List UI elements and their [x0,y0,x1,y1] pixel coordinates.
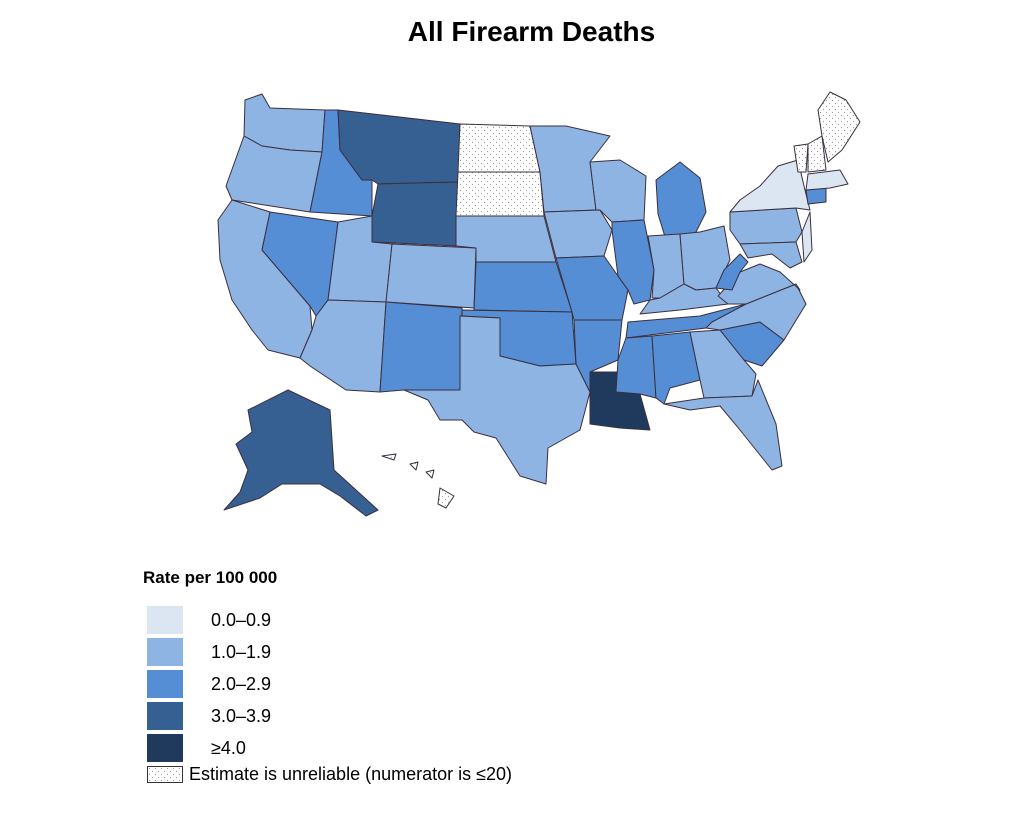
legend-item: 3.0–3.9 [143,700,512,732]
state-ct [805,187,827,205]
legend-item: ≥4.0 [143,732,512,764]
legend-swatch [147,734,183,762]
legend-item: 1.0–1.9 [143,636,512,668]
legend-label: 3.0–3.9 [211,705,272,726]
legend-label: 2.0–2.9 [211,673,272,694]
legend-label-unreliable: Estimate is unreliable (numerator is ≤20… [189,764,513,784]
state-tx [403,315,591,485]
legend-label: 0.0–0.9 [211,609,272,630]
state-hi [381,453,455,509]
state-ks [473,261,573,313]
state-ma [805,169,849,191]
state-fl [663,379,783,471]
state-ms [615,335,657,399]
state-nd [457,123,541,173]
state-pa [729,207,803,245]
legend-label: 1.0–1.9 [211,641,272,662]
state-ny [729,159,811,213]
state-nm [379,301,463,393]
state-me [817,91,861,163]
legend-swatch [147,670,183,698]
state-mi [655,161,707,241]
state-sd [455,171,545,217]
map-title: All Firearm Deaths [407,16,656,47]
state-il [611,219,655,305]
legend-item: 0.0–0.9 [143,604,512,636]
state-ia [543,209,613,259]
state-mo [555,255,629,321]
state-mt [337,109,461,185]
state-md [739,241,803,269]
legend-label: ≥4.0 [211,737,246,758]
legend-item: 2.0–2.9 [143,668,512,700]
us-choropleth-map [217,91,861,517]
state-az [299,299,387,393]
state-wy [371,181,459,247]
unreliable-swatch [147,766,183,783]
state-vt [793,143,809,173]
legend-title: Rate per 100 000 [143,568,278,587]
state-wv [715,253,749,291]
state-co [385,243,477,309]
legend-item-unreliable: Estimate is unreliable (numerator is ≤20… [143,764,512,785]
legend-swatch [147,702,183,730]
legend-swatch [147,606,183,634]
legend: Rate per 100 000 0.0–0.9 1.0–1.9 2.0–2.9… [143,568,512,785]
state-nh [807,135,827,173]
state-nj [801,211,813,263]
legend-swatch [147,638,183,666]
state-ak [223,389,379,517]
